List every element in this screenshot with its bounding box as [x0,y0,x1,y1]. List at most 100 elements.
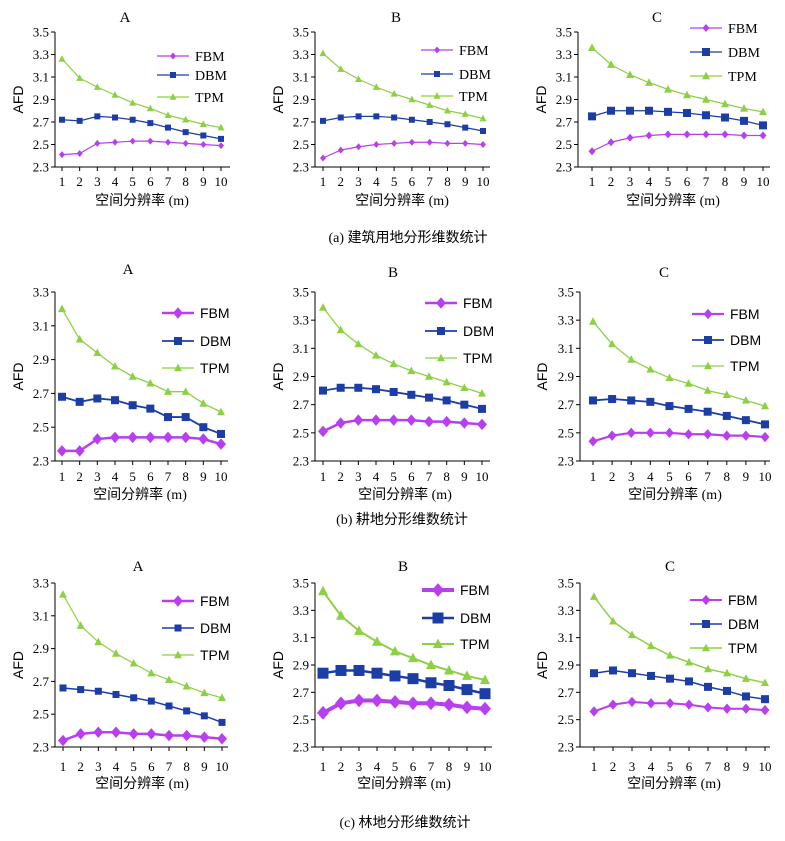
y-tick-label: 2.7 [293,685,310,700]
dbm-line [61,115,222,140]
x-tick-label: 8 [722,174,729,189]
fbm-point [588,436,598,447]
x-tick-label: 6 [409,174,416,189]
tpm-point [460,383,469,391]
dbm-legend-label: DBM [728,46,760,61]
tpm-point [665,373,674,382]
tpm-point [146,104,154,112]
x-tick-label: 1 [320,469,327,484]
tpm-point [76,621,85,629]
dbm-point [129,116,136,123]
y-tick-label: 3.3 [556,47,572,62]
x-tick-label: 6 [147,174,154,189]
tpm-point [684,379,693,387]
tpm-point [75,334,84,343]
dbm-point [407,390,416,399]
fbm-legend-label: FBM [728,592,758,608]
fbm-point [645,427,655,439]
fbm-point [703,702,713,713]
tpm-point [372,636,382,646]
x-axis-label: 空间分辨率 (m) [95,775,189,792]
tpm-point [608,339,617,348]
fbm-point [740,131,748,140]
x-tick-label: 1 [60,759,67,774]
fbm-point [110,431,120,444]
tpm-legend-marker [704,361,712,370]
fbm-legend-marker [436,297,446,309]
dbm-point [742,692,750,701]
fbm-line [322,141,484,159]
dbm-point [607,106,615,115]
dbm-point [461,684,473,696]
tpm-line [322,590,486,682]
fbm-point [702,130,710,139]
fbm-line [322,418,483,433]
dbm-point [444,121,451,128]
y-tick-label: 2.7 [33,386,50,401]
fbm-point [317,705,329,720]
fbm-legend-marker [701,594,711,606]
fbm-point [459,417,470,429]
fbm-point [111,726,121,738]
fbm-point [461,700,473,715]
fbm-line [593,700,766,713]
tpm-legend-marker [174,363,182,372]
tpm-legend-label: TPM [200,647,230,663]
fbm-point [479,701,491,716]
dbm-legend-marker [174,337,182,345]
y-tick-label: 3.3 [33,576,49,591]
dbm-point [684,404,693,413]
dbm-point [609,666,617,675]
y-tick-label: 2.7 [293,115,310,130]
x-tick-label: 5 [392,759,399,774]
fbm-point [93,726,104,738]
dbm-point [683,109,691,117]
x-tick-label: 10 [476,469,489,484]
x-tick-label: 2 [338,759,345,774]
tpm-point [389,359,398,368]
fbm-legend-label: FBM [195,50,225,65]
fbm-point [145,431,156,444]
x-tick-label: 2 [77,759,84,774]
tpm-point [444,664,454,675]
fbm-point [76,150,83,157]
tpm-point [58,55,66,62]
x-tick-label: 7 [703,174,710,189]
dbm-point [646,397,655,406]
tpm-point [588,43,596,51]
tpm-point [390,645,400,656]
x-tick-label: 9 [743,759,750,774]
tpm-point [647,641,655,650]
x-tick-label: 10 [477,174,490,189]
tpm-point [318,585,328,596]
fbm-point [441,415,452,428]
fbm-point [371,414,381,426]
dbm-point [77,686,85,694]
dbm-point [761,420,769,429]
dbm-point [721,113,729,122]
x-axis-label: 空间分辨率 (m) [358,486,452,503]
dbm-point [407,673,419,685]
x-tick-label: 6 [408,469,415,484]
tpm-point [462,670,472,680]
tpm-point [128,372,137,380]
y-tick-label: 3.1 [556,70,572,85]
tpm-point [147,668,156,677]
x-tick-label: 6 [147,469,154,484]
y-tick-label: 3.3 [293,603,309,618]
y-tick-label: 2.9 [293,658,309,673]
dbm-point [317,667,329,679]
dbm-point [480,128,486,134]
tpm-legend-label: TPM [728,70,757,85]
chart-title: C [652,10,662,26]
y-tick-label: 2.3 [558,454,574,469]
dbm-point [627,396,636,405]
tpm-legend-marker [437,353,445,362]
tpm-point [129,658,138,667]
dbm-line [322,669,486,695]
x-tick-label: 3 [94,469,101,484]
x-tick-label: 5 [391,174,398,189]
y-tick-label: 2.5 [558,425,574,440]
tpm-line [61,58,222,129]
